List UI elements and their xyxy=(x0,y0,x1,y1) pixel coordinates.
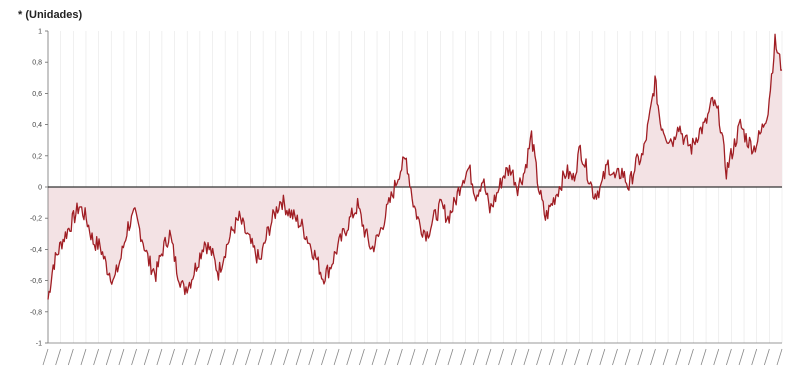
x-tick-mark xyxy=(245,348,251,366)
x-tick-mark xyxy=(776,348,783,366)
x-tick-mark xyxy=(371,348,378,366)
x-tick-mark xyxy=(181,348,188,366)
y-tick-label: 0,4 xyxy=(32,122,42,129)
x-tick-mark xyxy=(207,348,213,366)
y-tick-label: -0,4 xyxy=(30,247,42,254)
y-tick-label: -1 xyxy=(36,341,42,348)
x-tick-mark xyxy=(384,348,391,366)
x-tick-mark xyxy=(548,348,555,366)
x-tick-mark xyxy=(67,348,74,366)
x-tick-mark xyxy=(460,348,467,366)
x-tick-mark xyxy=(561,348,568,366)
x-tick-mark xyxy=(599,348,606,366)
x-tick-mark xyxy=(662,348,669,366)
x-tick-mark xyxy=(523,348,530,366)
x-tick-mark xyxy=(498,348,504,366)
x-tick-mark xyxy=(434,348,441,366)
axis-layer: 1 0,8 0,6 0,4 0,2 0 -0,2 -0,4 -0,6 -0,8 -1 xyxy=(30,29,783,366)
x-tick-mark xyxy=(624,348,631,366)
x-tick-mark xyxy=(675,348,682,366)
x-tick-mark xyxy=(93,348,100,366)
y-tick-label: 0 xyxy=(38,185,42,192)
x-tick-mark xyxy=(131,348,137,366)
x-tick-mark xyxy=(650,348,656,366)
y-tick-label: 0,6 xyxy=(32,91,42,98)
y-tick-label: 0,8 xyxy=(32,60,42,67)
x-tick-mark xyxy=(738,348,745,366)
x-tick-mark xyxy=(713,348,720,366)
x-tick-mark xyxy=(447,348,454,366)
x-tick-mark xyxy=(80,348,87,366)
x-tick-mark xyxy=(55,348,62,366)
x-tick-mark xyxy=(396,348,403,366)
y-tick-label: -0,8 xyxy=(30,309,42,316)
series-line xyxy=(47,33,783,300)
y-tick-label: 1 xyxy=(38,29,42,36)
line-layer xyxy=(47,33,783,300)
x-tick-mark xyxy=(194,348,201,366)
x-tick-mark xyxy=(257,348,264,366)
x-tick-mark xyxy=(105,348,112,366)
x-tick-mark xyxy=(321,348,327,366)
x-tick-mark xyxy=(472,348,479,366)
x-tick-mark xyxy=(346,348,353,366)
y-tick-label: -0,2 xyxy=(30,216,42,223)
x-tick-mark xyxy=(688,348,694,366)
x-tick-mark xyxy=(612,348,618,366)
x-tick-mark xyxy=(156,348,163,366)
x-tick-mark xyxy=(637,348,644,366)
x-tick-mark xyxy=(409,348,416,366)
x-tick-mark xyxy=(283,348,289,366)
x-tick-mark xyxy=(485,348,492,366)
x-tick-mark xyxy=(536,348,542,366)
x-tick-mark xyxy=(232,348,239,366)
x-tick-mark xyxy=(169,348,175,366)
x-tick-mark xyxy=(751,348,758,366)
x-tick-mark xyxy=(700,348,707,366)
y-tick-label: -0,6 xyxy=(30,278,42,285)
y-axis-unit-label: * (Unidades) xyxy=(18,9,83,21)
x-tick-mark xyxy=(574,348,580,366)
y-tick-label: 0,2 xyxy=(32,153,42,160)
x-tick-mark xyxy=(333,348,340,366)
x-tick-mark xyxy=(586,348,593,366)
x-tick-mark xyxy=(358,348,365,366)
x-tick-mark xyxy=(422,348,429,366)
x-tick-mark xyxy=(295,348,302,366)
x-tick-mark xyxy=(725,348,732,366)
x-tick-mark xyxy=(42,348,49,366)
x-tick-mark xyxy=(763,348,770,366)
x-tick-mark xyxy=(118,348,125,366)
x-tick-mark xyxy=(143,348,150,366)
x-tick-mark xyxy=(308,348,315,366)
x-tick-mark xyxy=(510,348,517,366)
x-tick-mark xyxy=(219,348,226,366)
x-tick-mark xyxy=(270,348,277,366)
